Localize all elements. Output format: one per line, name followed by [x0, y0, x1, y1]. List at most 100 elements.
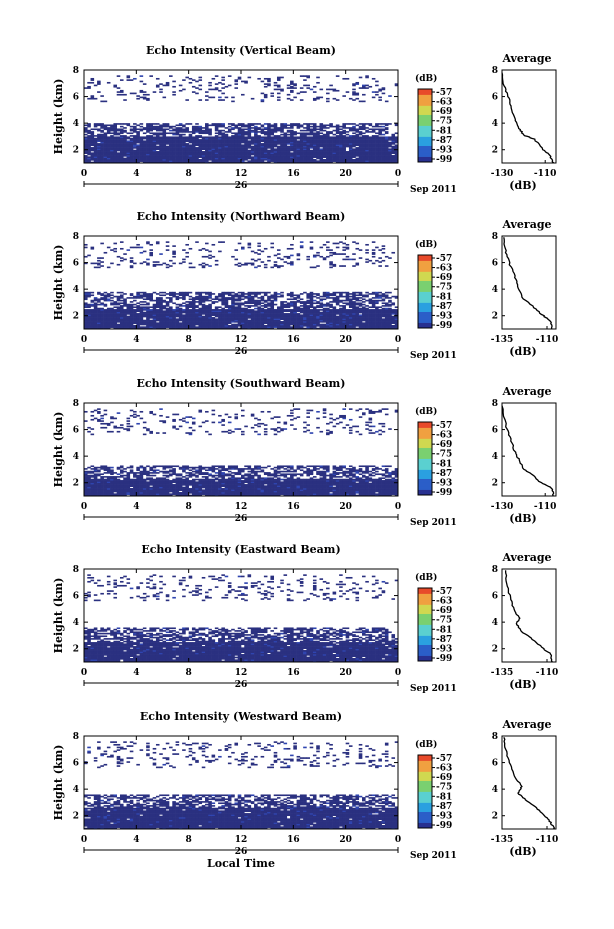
echo-cell — [208, 257, 212, 259]
echo-cell — [169, 317, 173, 319]
echo-cell — [388, 156, 392, 158]
echo-cell — [97, 80, 101, 83]
echo-cell — [342, 136, 346, 139]
echo-cell — [149, 251, 153, 254]
echo-cell — [309, 326, 314, 328]
echo-cell — [276, 318, 281, 320]
echo-cell — [87, 315, 91, 318]
echo-cell — [185, 317, 189, 319]
echo-cell — [205, 144, 209, 147]
echo-cell — [93, 143, 98, 145]
echo-cell — [280, 123, 284, 125]
echo-cell — [175, 311, 180, 314]
echo-cell — [384, 137, 389, 140]
echo-cell — [290, 91, 294, 93]
echo-cell — [348, 305, 353, 307]
echo-cell — [201, 318, 206, 320]
echo-cell — [348, 161, 353, 164]
echo-cell — [388, 153, 392, 156]
echo-cell — [93, 152, 98, 154]
echo-cell — [342, 145, 346, 148]
echo-cell — [93, 327, 98, 330]
echo-cell — [286, 139, 291, 141]
echo-cell — [254, 152, 258, 154]
echo-cell — [329, 306, 333, 309]
echo-cell — [139, 327, 144, 330]
echo-cell — [381, 157, 386, 160]
echo-cell — [280, 127, 284, 129]
echo-cell — [231, 157, 235, 160]
echo-cell — [375, 125, 379, 128]
echo-cell — [224, 143, 229, 145]
echo-cell — [263, 132, 268, 135]
echo-cell — [345, 151, 350, 153]
echo-cell — [322, 133, 327, 136]
echo-cell — [303, 137, 307, 140]
echo-cell — [172, 143, 176, 145]
echo-cell — [198, 144, 203, 147]
echo-cell — [159, 147, 163, 149]
echo-cell — [172, 160, 176, 162]
echo-cell — [312, 160, 317, 162]
echo-cell — [362, 144, 366, 147]
echo-cell — [309, 144, 314, 147]
echo-cell — [270, 321, 275, 323]
echo-cell — [214, 323, 219, 326]
echo-cell — [316, 251, 320, 254]
echo-cell — [103, 160, 108, 162]
echo-cell — [276, 253, 281, 255]
echo-cell — [103, 144, 108, 147]
echo-cell — [178, 124, 183, 127]
echo-cell — [113, 152, 118, 154]
echo-cell — [218, 310, 222, 313]
echo-cell — [129, 129, 134, 132]
echo-cell — [126, 132, 131, 135]
echo-cell — [208, 297, 212, 299]
echo-cell — [365, 137, 369, 140]
echo-cell — [185, 327, 189, 330]
echo-cell — [283, 153, 288, 156]
echo-cell — [303, 132, 307, 135]
echo-cell — [260, 159, 265, 161]
echo-cell — [384, 123, 389, 125]
echo-cell — [221, 83, 225, 85]
echo-cell — [299, 301, 304, 303]
echo-cell — [106, 266, 111, 269]
echo-cell — [247, 297, 252, 299]
echo-cell — [100, 148, 104, 151]
echo-cell — [152, 152, 157, 154]
echo-cell — [169, 259, 173, 262]
echo-cell — [237, 298, 242, 301]
echo-cell — [263, 310, 268, 313]
echo-cell — [224, 159, 229, 161]
echo-cell — [365, 136, 369, 139]
echo-cell — [155, 310, 160, 313]
echo-cell — [149, 137, 153, 140]
colorbar-swatch — [418, 105, 432, 108]
echo-cell — [146, 155, 150, 157]
echo-cell — [123, 141, 127, 144]
echo-cell — [149, 127, 153, 129]
echo-cell — [218, 125, 222, 128]
echo-cell — [90, 311, 95, 314]
echo-cell — [355, 93, 360, 96]
echo-cell — [142, 148, 147, 151]
echo-cell — [87, 160, 91, 162]
echo-cell — [93, 266, 98, 269]
echo-cell — [224, 326, 229, 328]
echo-cell — [381, 159, 386, 161]
echo-cell — [155, 128, 160, 131]
echo-cell — [263, 315, 268, 318]
echo-cell — [342, 246, 346, 249]
echo-cell — [191, 148, 196, 151]
echo-cell — [133, 156, 137, 158]
echo-cell — [162, 306, 167, 309]
echo-cell — [335, 311, 340, 314]
echo-cell — [293, 303, 297, 306]
echo-cell — [133, 125, 137, 128]
echo-cell — [319, 128, 324, 131]
echo-cell — [182, 160, 186, 162]
echo-cell — [149, 309, 153, 311]
echo-cell — [237, 156, 242, 158]
echo-cell — [227, 313, 232, 315]
